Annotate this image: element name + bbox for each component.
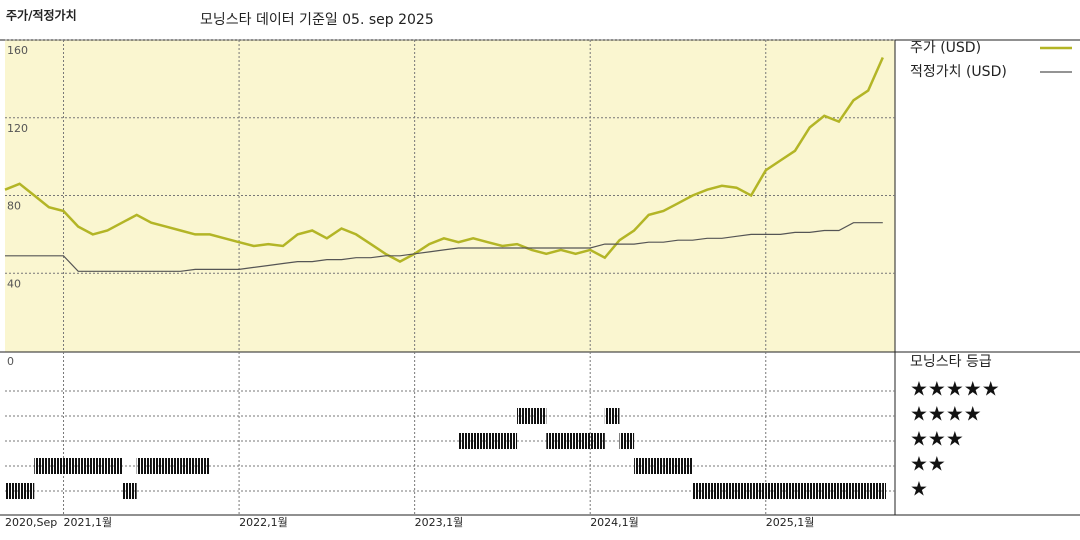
rating-bar [780,483,796,499]
rating-bar [502,433,518,449]
corner-label: 0 [7,355,14,368]
rating-bar [180,458,196,474]
rating-bar [795,483,810,499]
chart-subtitle: 모닝스타 데이터 기준일 05. sep 2025 [200,12,434,28]
rating-bar [707,483,722,499]
chart-title: 주가/적정가치 [6,8,77,23]
x-tick-label: 2023,1월 [415,516,464,529]
x-tick-label: 2022,1월 [239,516,288,529]
rating-bar [546,433,561,449]
rating-bar [736,483,752,499]
x-tick-label: 2025,1월 [766,516,815,529]
rating-bar [751,483,766,499]
rating-bar [809,483,825,499]
rating-bar [590,433,605,449]
rating-bar [165,458,181,474]
rating-bar [473,433,488,449]
x-tick-label: 2020,Sep [5,516,57,529]
rating-label: ★★ [910,452,946,476]
rating-bar [838,483,854,499]
legend-label: 적정가치 (USD) [910,64,1007,80]
rating-bar [151,458,166,474]
rating-bar [122,483,137,499]
rating-bar [634,458,649,474]
rating-bar [648,458,664,474]
rating-bar [63,458,79,474]
rating-bar [531,408,547,424]
rating-label: ★★★★ [910,402,982,426]
x-tick-label: 2024,1월 [590,516,639,529]
rating-title: 모닝스타 등급 [910,354,992,370]
rating-bar [107,458,123,474]
rating-bar [560,433,576,449]
rating-bar [882,483,886,499]
rating-label: ★★★★★ [910,377,1000,401]
rating-bar [458,433,474,449]
rating-bar [34,458,49,474]
rating-bar [663,458,678,474]
rating-label: ★ [910,477,928,501]
rating-bar [604,408,620,424]
series-line [5,222,883,272]
y-tick-label: 40 [7,277,21,290]
rating-bar [868,483,883,499]
y-tick-label: 160 [7,44,28,57]
rating-bar [517,408,532,424]
rating-bar [677,458,693,474]
rating-bar [78,458,93,474]
y-tick-label: 80 [7,200,21,213]
rating-bar [487,433,503,449]
rating-bar [92,458,108,474]
rating-bar [19,483,35,499]
rating-label: ★★★ [910,427,964,451]
rating-bar [692,483,708,499]
legend-label: 주가 (USD) [910,40,981,56]
rating-bar [765,483,781,499]
x-tick-label: 2021,1월 [64,516,113,529]
series-line [4,56,884,264]
rating-bar [5,483,20,499]
rating-bar [195,458,210,474]
y-tick-label: 120 [7,122,28,135]
rating-bar [824,483,839,499]
rating-bar [619,433,635,449]
rating-bar [136,458,152,474]
rating-bar [48,458,64,474]
rating-bar [853,483,869,499]
rating-bar [721,483,737,499]
rating-bar [575,433,591,449]
